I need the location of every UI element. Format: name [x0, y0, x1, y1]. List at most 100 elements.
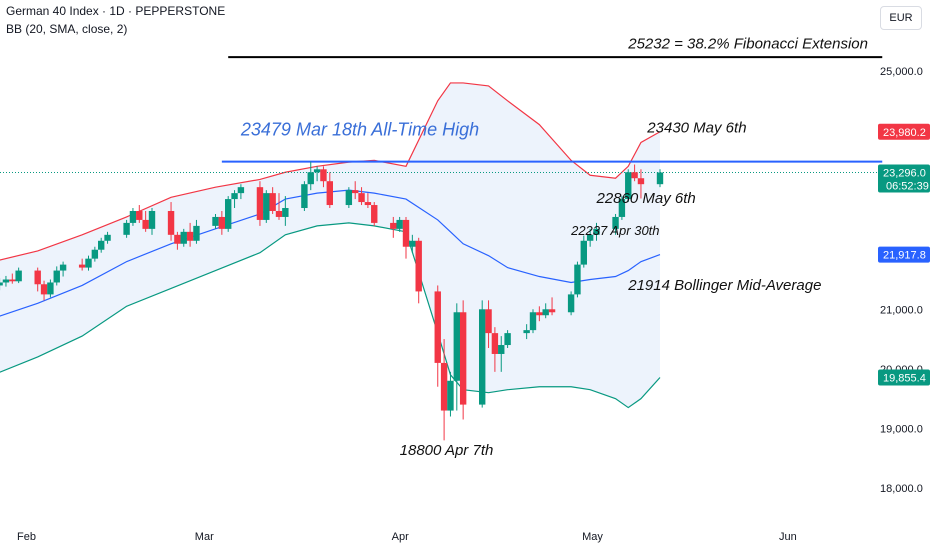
candle-body — [625, 172, 632, 200]
candle-body — [47, 282, 54, 295]
candle-body — [85, 258, 92, 268]
candle-body — [415, 240, 422, 292]
candle-body — [275, 210, 283, 217]
price-tag-countdown: 06:52:39 — [886, 181, 929, 193]
price-tag — [878, 246, 930, 263]
candle-body — [536, 312, 543, 316]
candle-body — [352, 190, 359, 194]
candle-body — [542, 309, 549, 316]
candle-body — [2, 279, 10, 283]
price-tag-label: 21,917.8 — [883, 250, 926, 262]
candle-body — [371, 205, 378, 223]
candles-layer — [0, 161, 664, 441]
candle-body — [479, 309, 486, 405]
annotation-label: 22237 Apr 30th — [570, 223, 659, 238]
candle-body — [307, 172, 314, 185]
candle-body — [301, 184, 308, 209]
time-tick-label: Apr — [392, 531, 409, 543]
candle-body — [574, 264, 581, 295]
candle-body — [390, 222, 397, 229]
candle-body — [656, 172, 664, 185]
annotation-label: 23430 May 6th — [646, 119, 746, 136]
annotation-label: 22860 May 6th — [596, 190, 696, 207]
candle-body — [269, 193, 276, 211]
candle-body — [459, 312, 467, 405]
annotations-layer: 25232 = 38.2% Fibonacci Extension 23479 M… — [240, 35, 868, 459]
time-axis[interactable]: Feb Mar Apr May Jun — [17, 531, 797, 543]
candle-body — [59, 264, 67, 271]
candle-body — [453, 312, 460, 381]
indicator-legend[interactable]: BB (20, SMA, close, 2) — [6, 22, 128, 36]
candle-body — [53, 270, 60, 283]
candle-body — [631, 172, 638, 179]
candle-body — [218, 216, 226, 229]
price-tag-label: 23,296.0 — [883, 168, 926, 180]
candle-body — [434, 291, 441, 363]
time-tick-label: Mar — [195, 531, 214, 543]
candle-body — [15, 270, 22, 282]
candle-body — [167, 210, 175, 235]
candle-body — [523, 330, 530, 334]
candle-body — [409, 240, 416, 247]
bollinger-fill-layer — [0, 82, 660, 408]
price-tick-label: 25,000.0 — [880, 66, 923, 78]
time-tick-label: Jun — [779, 531, 797, 543]
candle-body — [0, 282, 3, 286]
candle-body — [586, 234, 594, 241]
candle-body — [345, 190, 353, 206]
candle-body — [237, 187, 245, 194]
bollinger-basis-line — [0, 189, 661, 317]
candle-body — [567, 294, 575, 313]
chart-title: German 40 Index · 1D · PEPPERSTONE — [6, 4, 226, 18]
candle-body — [256, 187, 264, 220]
price-tag — [878, 369, 930, 386]
candle-body — [326, 181, 333, 206]
candle-body — [618, 199, 626, 217]
candle-body — [148, 210, 156, 229]
bollinger-upper-line — [0, 82, 661, 261]
candle-body — [548, 309, 556, 313]
candle-body — [129, 210, 137, 223]
candle-body — [491, 333, 499, 354]
price-tag-label: 23,980.2 — [883, 127, 926, 139]
candle-body — [193, 225, 200, 241]
candle-body — [212, 216, 219, 226]
price-tag-label: 19,855.4 — [883, 372, 926, 384]
candle-body — [498, 345, 505, 354]
bollinger-fill — [0, 82, 660, 408]
annotation-label: 25232 = 38.2% Fibonacci Extension — [627, 35, 868, 52]
candle-body — [320, 169, 327, 182]
horizontal-lines-layer — [0, 56, 883, 174]
candle-body — [142, 219, 149, 229]
candle-body — [637, 178, 645, 185]
candle-body — [396, 219, 403, 229]
candle-body — [313, 169, 321, 173]
time-tick-label: May — [582, 531, 603, 543]
currency-button[interactable]: EUR — [880, 6, 922, 30]
candle-body — [263, 193, 270, 220]
price-tick-label: 18,000.0 — [880, 483, 923, 495]
candle-body — [40, 284, 48, 295]
annotation-label: 23479 Mar 18th All-Time High — [240, 119, 479, 139]
annotation-label: 18800 Apr 7th — [400, 442, 494, 459]
annotation-label: 21914 Bollinger Mid-Average — [627, 277, 821, 294]
candle-body — [174, 234, 181, 244]
price-tags-layer: 23,980.2 23,296.006:52:39 21,917.8 19,855.4 — [878, 123, 930, 386]
candle-body — [225, 199, 232, 229]
candle-body — [186, 231, 194, 241]
candle-body — [98, 240, 105, 250]
candle-body — [180, 231, 187, 244]
price-tag — [878, 164, 930, 193]
price-tick-label: 21,000.0 — [880, 304, 923, 316]
candle-body — [9, 279, 16, 282]
candle-body — [104, 234, 111, 241]
candle-body — [34, 270, 41, 285]
candle-body — [504, 333, 511, 346]
candle-body — [612, 216, 619, 229]
candle-body — [78, 264, 86, 268]
candle-body — [529, 312, 537, 331]
candle-body — [440, 362, 448, 411]
candle-body — [447, 380, 454, 411]
candle-body — [136, 210, 143, 220]
